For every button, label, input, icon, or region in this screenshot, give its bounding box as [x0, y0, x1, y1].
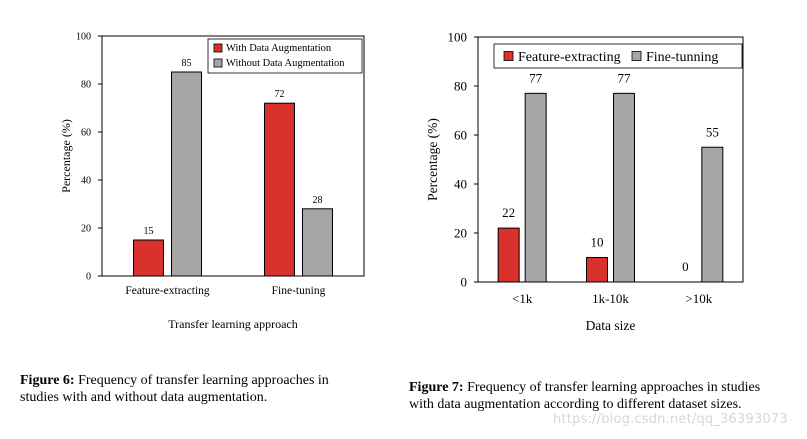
x-tick-label: >10k — [685, 291, 712, 306]
legend-swatch — [213, 43, 223, 53]
y-tick-label: 40 — [454, 177, 467, 192]
bar — [264, 102, 295, 277]
legend-label: Fine-tunning — [646, 50, 718, 65]
x-tick-label: <1k — [512, 291, 533, 306]
data-label: 77 — [529, 70, 543, 85]
figure-6-caption-label: Figure 6: — [20, 373, 75, 388]
x-axis-label: Transfer learning approach — [168, 317, 298, 331]
y-tick-label: 20 — [81, 224, 91, 235]
y-axis-label: Percentage (%) — [425, 118, 440, 201]
y-tick-label: 100 — [76, 32, 91, 43]
watermark: https://blog.csdn.net/qq_36393073 — [553, 412, 788, 427]
bar — [586, 257, 608, 283]
chart-figure-6: 0 20 40 60 80 100 Percentage (%) Transfer learn… — [59, 32, 365, 331]
bar — [613, 92, 635, 283]
legend-label: Feature-extracting — [518, 50, 621, 65]
data-label: 10 — [591, 235, 604, 250]
bar — [701, 146, 724, 283]
legend-swatch — [503, 51, 514, 61]
bar — [171, 71, 202, 277]
figure-6-caption-text: Frequency of transfer learning approache… — [20, 373, 329, 405]
legend-label: With Data Augmentation — [226, 43, 332, 54]
figure-7-caption-text: Frequency of transfer learning approache… — [409, 380, 761, 412]
y-tick-label: 60 — [454, 128, 467, 143]
legend-swatch — [213, 58, 223, 68]
bar — [497, 227, 520, 283]
bar — [302, 208, 333, 277]
y-tick-label: 100 — [448, 30, 468, 45]
plot-frame — [101, 35, 365, 277]
x-axis-label: Data size — [586, 318, 636, 333]
y-tick-label: 40 — [81, 176, 91, 187]
data-label: 85 — [182, 58, 192, 69]
bar — [524, 92, 547, 283]
legend-swatch — [631, 51, 642, 61]
data-label: 28 — [313, 195, 323, 206]
data-label: 15 — [144, 226, 154, 237]
bar — [133, 239, 164, 277]
y-tick-label: 60 — [81, 128, 91, 139]
y-tick-label: 80 — [81, 80, 91, 91]
legend-label: Without Data Augmentation — [226, 58, 345, 69]
x-tick-label: Fine-tuning — [272, 285, 326, 297]
legend-box — [493, 43, 743, 69]
x-tick-label: Feature-extracting — [125, 285, 210, 297]
y-tick-label: 0 — [461, 275, 468, 290]
y-tick-label: 20 — [454, 226, 467, 241]
figure-7-caption: Figure 7: Frequency of transfer learning… — [409, 379, 779, 413]
x-tick-label: 1k-10k — [592, 291, 629, 306]
y-tick-label: 80 — [454, 79, 467, 94]
plot-frame — [477, 36, 744, 283]
figure-7-caption-label: Figure 7: — [409, 380, 464, 395]
y-tick-label: 0 — [86, 272, 91, 283]
data-label: 0 — [682, 259, 689, 274]
data-label: 77 — [618, 70, 632, 85]
data-label: 55 — [706, 124, 719, 139]
legend-box — [207, 38, 363, 74]
figure-6-caption: Figure 6: Frequency of transfer learning… — [20, 372, 370, 406]
data-label: 22 — [502, 205, 515, 220]
y-axis-label: Percentage (%) — [59, 119, 73, 193]
data-label: 72 — [275, 89, 285, 100]
